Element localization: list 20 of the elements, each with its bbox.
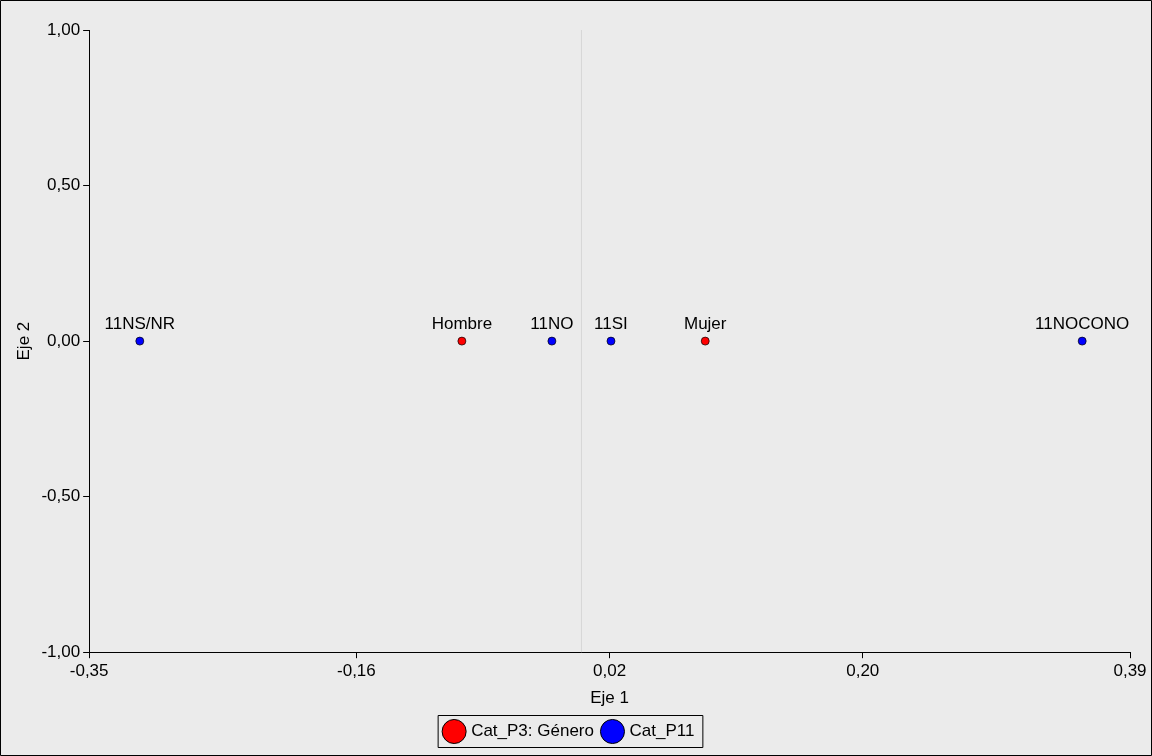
x-tick-label: 0,20 xyxy=(846,661,880,681)
legend-label: Cat_P11 xyxy=(629,721,695,741)
y-tick-label: 0,50 xyxy=(47,175,81,195)
x-tick-label: 0,39 xyxy=(1113,661,1147,681)
y-tick-label: -0,50 xyxy=(41,486,81,506)
annotation: 11NS/NR xyxy=(104,314,176,334)
y-tick-label: 0,00 xyxy=(47,330,81,350)
x-tick-label: 0,02 xyxy=(593,661,627,681)
y-tick-label: 1,00 xyxy=(47,19,81,39)
annotation: Hombre xyxy=(431,314,493,334)
x-axis-title: Eje 1 xyxy=(590,688,629,708)
annotation: 11NO xyxy=(530,314,574,334)
x-tick-label: -0,16 xyxy=(337,661,376,681)
x-tick-label: -0,35 xyxy=(69,661,109,681)
annotation: Mujer xyxy=(683,314,727,334)
annotation: 11SI xyxy=(594,314,628,334)
y-tick-label: -1,00 xyxy=(41,641,81,661)
y-axis-title: Eje 2 xyxy=(13,321,33,361)
legend-label: Cat_P3: Género xyxy=(471,721,594,741)
annotation: 11NOCONO xyxy=(1035,314,1130,334)
